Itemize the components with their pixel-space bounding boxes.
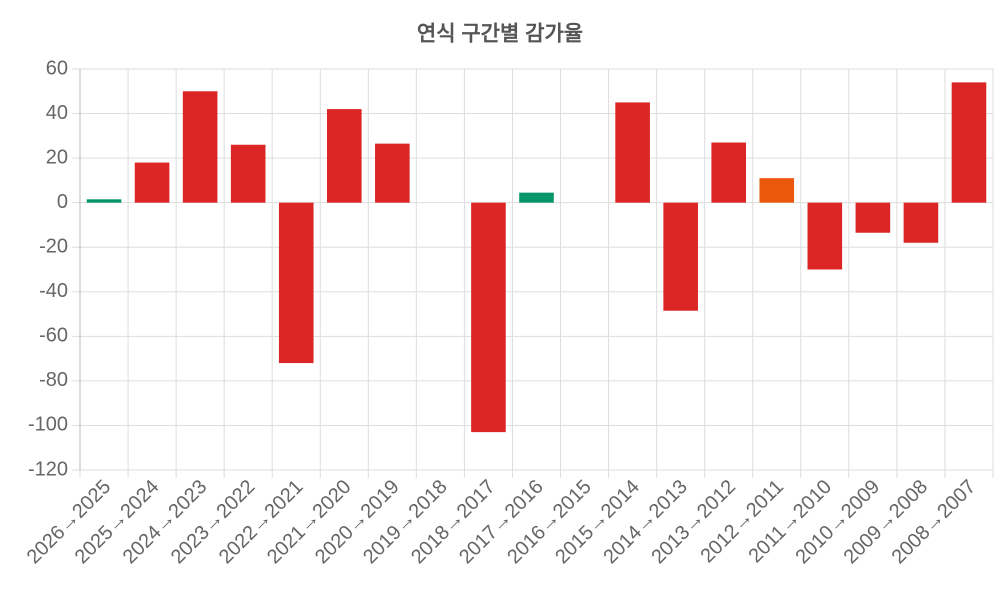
bar <box>711 142 747 203</box>
bar <box>759 178 795 203</box>
bar <box>471 202 506 433</box>
bar <box>326 109 362 203</box>
bar <box>951 82 987 203</box>
bar <box>903 202 939 243</box>
y-tick-label: -80 <box>39 369 68 391</box>
y-tick-label: 20 <box>46 146 68 168</box>
bar <box>182 91 218 203</box>
bar <box>519 192 554 203</box>
y-tick-label: -120 <box>28 458 68 480</box>
bar <box>663 202 698 311</box>
y-tick-label: 60 <box>46 57 68 79</box>
y-tick-label: -100 <box>28 414 68 436</box>
y-tick-label: 40 <box>46 102 68 124</box>
bar <box>375 143 410 203</box>
bar <box>855 202 891 233</box>
bar <box>807 202 843 270</box>
y-tick-label: -40 <box>39 280 68 302</box>
y-tick-label: -20 <box>39 236 68 258</box>
bar <box>134 162 170 203</box>
bar <box>615 102 650 203</box>
bar <box>230 144 266 203</box>
y-tick-label: -60 <box>39 325 68 347</box>
bar <box>278 202 314 364</box>
chart-title: 연식 구간별 감가율 <box>417 23 583 46</box>
bar <box>86 199 122 203</box>
y-tick-label: 0 <box>57 191 68 213</box>
